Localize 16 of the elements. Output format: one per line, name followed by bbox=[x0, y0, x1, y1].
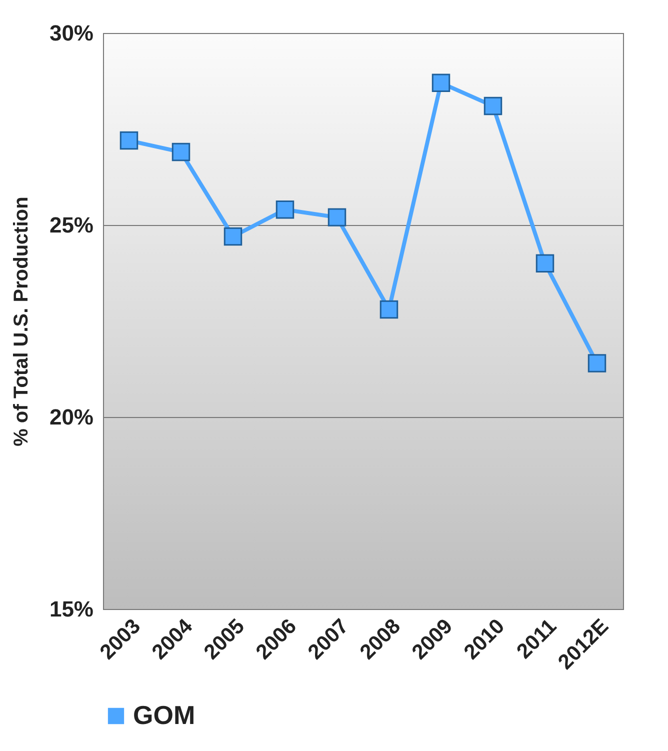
y-tick-label: 15% bbox=[49, 596, 94, 622]
point bbox=[276, 200, 294, 219]
point bbox=[484, 96, 502, 116]
point bbox=[536, 254, 554, 273]
y-tick-label: 25% bbox=[49, 212, 94, 238]
legend-label: GOM bbox=[133, 700, 196, 730]
point bbox=[172, 142, 190, 162]
point bbox=[224, 227, 242, 246]
point bbox=[432, 74, 450, 92]
y-tick-label: 30% bbox=[49, 20, 94, 46]
point bbox=[120, 131, 138, 150]
point bbox=[328, 208, 346, 226]
y-axis-title: % of Total U.S. Production bbox=[10, 196, 32, 446]
point bbox=[380, 300, 398, 319]
y-tick-label: 20% bbox=[49, 404, 94, 430]
point bbox=[588, 354, 606, 372]
